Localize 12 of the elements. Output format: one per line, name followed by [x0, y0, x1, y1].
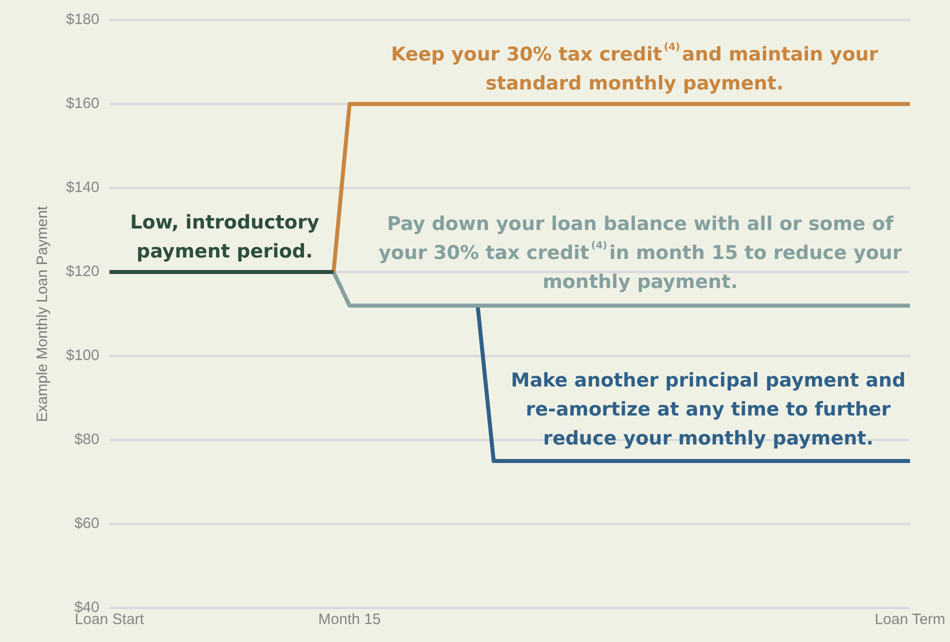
x-tick-label: Month 15 [318, 611, 381, 628]
y-tick-label: $60 [74, 515, 100, 532]
y-tick-label: $80 [74, 431, 100, 448]
y-tick-label: $120 [66, 263, 100, 280]
y-tick-label: $180 [66, 11, 100, 28]
annotation: Low, introductory payment period. [130, 212, 320, 263]
annotation: Make another principal payment and re-amortize at any time to further reduce your monthly payment. [510, 369, 906, 450]
y-tick-label: $160 [66, 95, 100, 112]
y-tick-label: $140 [66, 179, 100, 196]
x-tick-label: Loan Term [874, 611, 946, 628]
y-axis-title: Example Monthly Loan Payment [34, 205, 52, 422]
y-tick-label: $100 [66, 347, 100, 364]
